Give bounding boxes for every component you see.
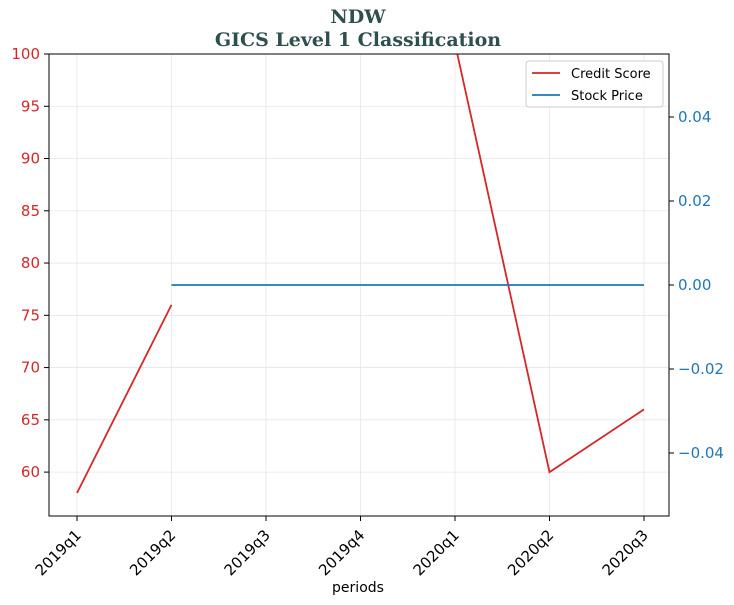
left-tick-label: 65 <box>21 411 40 429</box>
x-tick-label: 2020q2 <box>504 526 557 579</box>
chart-subtitle: GICS Level 1 Classification <box>215 29 501 51</box>
series-layer <box>76 54 645 494</box>
legend-label: Stock Price <box>571 89 643 104</box>
right-tick-label: 0.02 <box>678 192 711 210</box>
legend-label: Credit Score <box>571 67 651 82</box>
chart-title: NDW <box>330 6 386 28</box>
x-tick-label: 2019q3 <box>221 526 274 579</box>
x-tick-label: 2020q1 <box>410 526 463 579</box>
left-axis: 60 65 70 75 80 85 90 95 100 <box>11 45 49 481</box>
left-tick-label: 60 <box>21 463 40 481</box>
left-tick-label: 85 <box>21 202 40 220</box>
left-tick-label: 80 <box>21 254 40 272</box>
legend-box <box>525 60 664 108</box>
right-tick-label: 0.04 <box>678 108 711 126</box>
series-line-credit-score <box>76 54 645 494</box>
right-tick-label: 0.00 <box>678 276 711 294</box>
right-tick-label: −0.02 <box>678 360 724 378</box>
x-tick-label: 2020q3 <box>599 526 652 579</box>
left-tick-label: 70 <box>21 359 40 377</box>
legend: Credit Score Stock Price <box>525 60 664 108</box>
left-tick-label: 95 <box>21 97 40 115</box>
x-tick-label: 2019q2 <box>126 526 179 579</box>
left-tick-label: 90 <box>21 150 40 168</box>
left-tick-label: 75 <box>21 306 40 324</box>
right-axis: −0.04 −0.02 0.00 0.02 0.04 <box>669 108 724 462</box>
x-tick-label: 2019q1 <box>32 526 85 579</box>
left-tick-label: 100 <box>11 45 40 63</box>
x-axis-label: periods <box>332 580 384 596</box>
x-axis: 2019q1 2019q2 2019q3 2019q4 2020q1 2020q2 2020… <box>32 516 652 579</box>
right-tick-label: −0.04 <box>678 444 724 462</box>
x-tick-label: 2019q4 <box>315 526 368 579</box>
